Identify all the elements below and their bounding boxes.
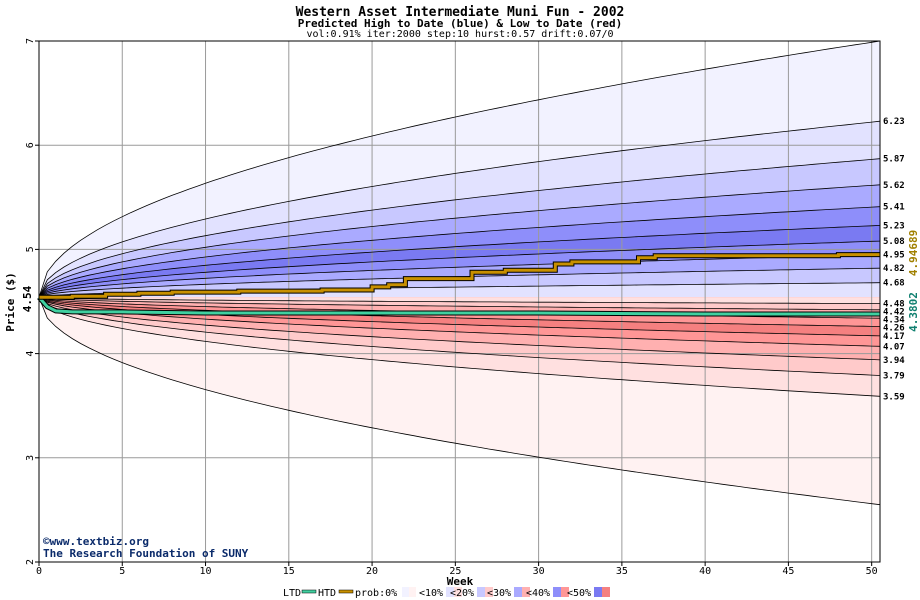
start-value-label: 4.54 xyxy=(21,285,34,312)
band-boundary-10 xyxy=(38,296,880,305)
legend-swatch-3-blue xyxy=(514,587,522,597)
legend-swatch-4-red xyxy=(561,587,569,597)
band-boundary-19 xyxy=(38,297,881,506)
y-tick-label-3: 5 xyxy=(25,246,36,252)
legend-item-label-2: <30% xyxy=(487,588,511,599)
x-tick-label-0: 0 xyxy=(36,566,42,577)
band-boundaries xyxy=(38,40,881,506)
legend-prob-label: prob:0% xyxy=(355,588,397,599)
legend-item-label-0: <10% xyxy=(419,588,443,599)
band-boundary-15 xyxy=(38,296,881,347)
band-value-label-8: 4.68 xyxy=(883,279,905,289)
band-value-label-1: 5.87 xyxy=(883,155,905,165)
y-tick-label-4: 6 xyxy=(25,142,36,148)
band-value-label-16: 3.79 xyxy=(883,371,905,381)
band-value-label-7: 4.82 xyxy=(883,264,905,274)
band-value-label-2: 5.62 xyxy=(883,181,905,191)
legend-ltd-label: LTD xyxy=(283,588,301,599)
x-tick-label-1: 5 xyxy=(119,566,125,577)
legend-item-label-4: <50% xyxy=(567,588,591,599)
x-tick-label-9: 45 xyxy=(782,566,794,577)
legend-item-label-1: <20% xyxy=(450,588,474,599)
upper-band-9 xyxy=(39,282,880,298)
band-value-label-3: 5.41 xyxy=(883,203,905,213)
legend-item-label-3: <40% xyxy=(526,588,550,599)
band-value-label-11: 4.34 xyxy=(883,316,905,326)
band-value-label-12: 4.26 xyxy=(883,324,905,334)
legend-swatch-5-blue xyxy=(594,587,602,597)
band-value-label-15: 3.94 xyxy=(883,356,905,366)
legend-htd-label: HTD xyxy=(318,588,336,599)
x-axis-label: Week xyxy=(447,575,474,588)
htd-value-label: 4.94689 xyxy=(907,230,920,276)
band-boundary-2 xyxy=(38,158,881,298)
x-tick-label-8: 40 xyxy=(699,566,711,577)
ltd-line xyxy=(37,296,880,316)
band-value-label-13: 4.17 xyxy=(883,332,905,342)
htd-line xyxy=(39,253,880,299)
x-tick-label-2: 10 xyxy=(200,566,212,577)
lower-band-0 xyxy=(39,297,880,304)
band-value-label-6: 4.95 xyxy=(883,251,905,261)
y-tick-label-1: 3 xyxy=(25,455,36,461)
legend-swatch-1-blue xyxy=(446,587,454,597)
legend-swatch-0-blue xyxy=(402,587,409,597)
band-value-label-14: 4.07 xyxy=(883,342,905,352)
y-tick-label-5: 7 xyxy=(25,38,36,44)
band-value-label-9: 4.48 xyxy=(883,300,905,310)
credit-website: ©www.textbiz.org xyxy=(43,535,149,548)
y-tick-label-2: 4 xyxy=(25,351,36,357)
band-boundary-3 xyxy=(38,184,881,298)
band-value-label-5: 5.08 xyxy=(883,237,905,247)
legend-swatch-5-red xyxy=(602,587,610,597)
band-boundary-5 xyxy=(38,225,881,298)
band-value-label-0: 6.23 xyxy=(883,117,905,127)
chart-subtitle: Predicted High to Date (blue) & Low to D… xyxy=(298,17,623,30)
legend-ltd-swatch xyxy=(301,589,317,594)
band-boundary-7 xyxy=(38,254,881,298)
band-boundary-11 xyxy=(38,296,880,311)
legend-swatch-3-red xyxy=(522,587,530,597)
legend-swatch-2-red xyxy=(485,587,493,597)
x-tick-label-10: 50 xyxy=(866,566,878,577)
axes: 0 5 10 15 20 25 30 35 40 45 502345676.235.875.625.… xyxy=(25,38,905,577)
x-tick-label-3: 15 xyxy=(283,566,295,577)
legend: LTD HTD prob:0% <10% <20% <30% <40% <50% xyxy=(283,587,610,599)
legend-swatch-2-blue xyxy=(477,587,485,597)
band-boundary-18 xyxy=(38,297,881,397)
credit-organization: The Research Foundation of SUNY xyxy=(43,547,249,560)
legend-swatch-0-red xyxy=(409,587,416,597)
x-tick-label-7: 35 xyxy=(616,566,628,577)
series-lines xyxy=(37,252,880,317)
plot-frame xyxy=(38,40,881,563)
x-tick-label-5: 25 xyxy=(449,566,461,577)
band-boundary-13 xyxy=(38,296,881,327)
x-tick-label-4: 20 xyxy=(366,566,378,577)
legend-swatch-1-red xyxy=(454,587,462,597)
band-boundary-4 xyxy=(38,206,881,298)
band-boundary-16 xyxy=(38,296,881,361)
y-axis-label: Price ($) xyxy=(4,272,17,332)
chart-title: Western Asset Intermediate Muni Fun - 20… xyxy=(296,5,625,20)
ltd-value-label: 4.3802 xyxy=(907,292,920,332)
band-value-label-4: 5.23 xyxy=(883,221,905,231)
band-boundary-0 xyxy=(38,40,881,298)
band-boundary-1 xyxy=(38,120,881,298)
chart-params: vol:0.91% iter:2000 step:10 hurst:0.57 d… xyxy=(306,29,613,40)
band-boundary-17 xyxy=(38,297,881,376)
y-tick-label-0: 2 xyxy=(25,559,36,565)
legend-swatch-4-blue xyxy=(553,587,561,597)
legend-htd-swatch xyxy=(338,589,354,594)
x-tick-label-6: 30 xyxy=(533,566,545,577)
band-boundary-6 xyxy=(38,240,881,298)
band-value-label-10: 4.42 xyxy=(883,308,905,318)
band-value-label-17: 3.59 xyxy=(883,392,905,402)
